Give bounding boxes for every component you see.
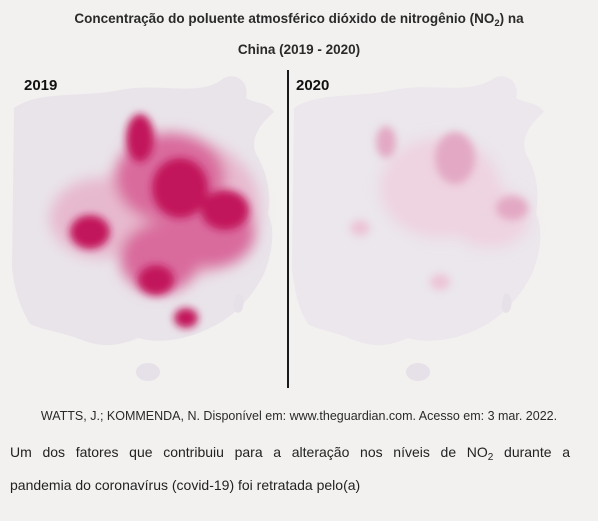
- question-text-line2: pandemia do coronavírus (covid-19) foi r…: [10, 477, 361, 493]
- map-year-label-2020: 2020: [296, 77, 330, 94]
- map-panel-2020: 2020: [290, 68, 552, 390]
- pollution-hotspots-2019: [70, 114, 249, 328]
- china-no2-map-2020: [292, 76, 544, 381]
- island-hainan: [136, 363, 160, 381]
- figure-title-subscript: 2: [494, 18, 500, 29]
- map-panel-2019: 2019: [10, 68, 286, 390]
- question-text-suffix: durante a: [493, 444, 570, 460]
- island-hainan: [406, 363, 430, 381]
- china-no2-map-2019: [12, 76, 274, 381]
- map-year-label-2019: 2019: [24, 77, 58, 94]
- figure-title: Concentração do poluente atmosférico dió…: [0, 11, 598, 29]
- pollution-hotspots-2020: [350, 126, 528, 290]
- figure-title-line2: China (2019 - 2020): [237, 42, 361, 57]
- island-taiwan: [501, 293, 512, 313]
- island-taiwan: [233, 293, 244, 313]
- figure-source-citation: WATTS, J.; KOMMENDA, N. Disponível em: w…: [40, 409, 558, 423]
- map-divider: [287, 70, 289, 388]
- question-text-line1: Um dos fatores que contribuiu para a alt…: [10, 443, 570, 464]
- question-subscript: 2: [487, 452, 494, 463]
- figure-title-suffix: ) na: [499, 11, 524, 26]
- question-text-prefix: Um dos fatores que contribuiu para a alt…: [10, 444, 488, 460]
- figure-title-text: Concentração do poluente atmosférico dió…: [74, 11, 495, 26]
